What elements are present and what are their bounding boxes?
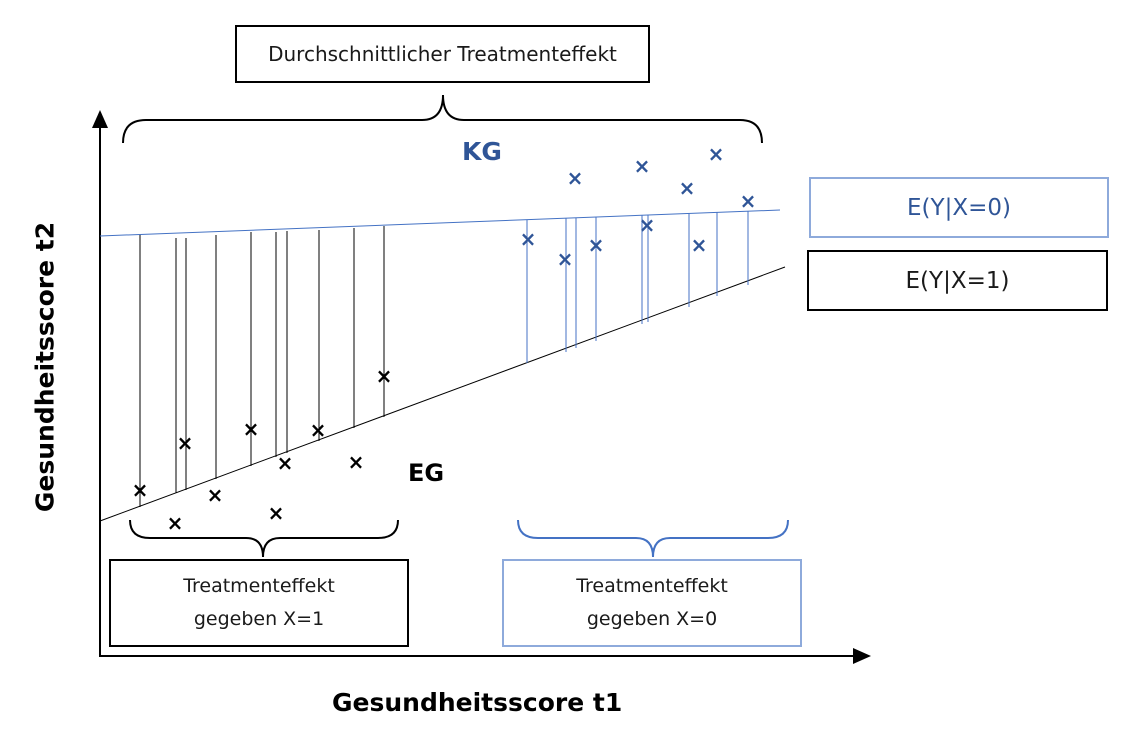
kg-marker: ×: [588, 233, 605, 257]
expectation-x0-text: E(Y|X=0): [907, 194, 1011, 221]
kg-regression-line: [99, 209, 781, 237]
treatment-effect-x0-box: Treatmenteffekt gegeben X=0: [502, 559, 802, 647]
eg-marker: ×: [207, 483, 224, 507]
kg-marker: ×: [639, 213, 656, 237]
eg-marker: ×: [376, 364, 393, 388]
eg-markers: × × × × × × × × × ×: [132, 364, 393, 535]
treatment-effect-x1-line1: Treatmenteffekt: [183, 575, 335, 597]
kg-marker: ×: [740, 189, 757, 213]
kg-marker: ×: [520, 227, 537, 251]
treatment-effect-x1-line2: gegeben X=1: [193, 608, 325, 630]
expectation-x1-text: E(Y|X=1): [905, 267, 1010, 294]
ate-brace: [122, 94, 763, 144]
expectation-x0-box: E(Y|X=0): [809, 177, 1109, 238]
kg-marker: ×: [708, 142, 725, 166]
axes: [92, 110, 871, 664]
eg-marker: ×: [243, 417, 260, 441]
kg-marker: ×: [691, 233, 708, 257]
kg-marker: ×: [634, 154, 651, 178]
average-treatment-effect-box: Durchschnittlicher Treatmenteffekt: [235, 25, 650, 83]
kg-effect-segments: [526, 211, 749, 363]
eg-brace: [129, 519, 399, 558]
x-axis-arrowhead: [853, 648, 871, 664]
eg-effect-segments: [139, 226, 385, 507]
y-axis-arrowhead: [92, 110, 108, 128]
eg-marker: ×: [167, 511, 184, 535]
treatment-effect-x0-line1: Treatmenteffekt: [576, 575, 728, 597]
kg-marker: ×: [557, 247, 574, 271]
eg-marker: ×: [310, 418, 327, 442]
eg-marker: ×: [132, 478, 149, 502]
eg-label: EG: [408, 459, 445, 487]
kg-marker: ×: [567, 166, 584, 190]
eg-marker: ×: [348, 450, 365, 474]
average-treatment-effect-text: Durchschnittlicher Treatmenteffekt: [268, 42, 617, 66]
treatment-effect-x0-line2: gegeben X=0: [586, 608, 718, 630]
kg-marker: ×: [679, 176, 696, 200]
kg-label: KG: [462, 137, 502, 166]
kg-markers: × × × × × × × × × ×: [520, 142, 757, 271]
y-axis-label: Gesundheitsscore t2: [30, 221, 60, 513]
kg-brace: [517, 519, 789, 558]
eg-marker: ×: [277, 451, 294, 475]
eg-marker: ×: [177, 431, 194, 455]
eg-regression-line: [99, 266, 786, 522]
treatment-effect-x1-box: Treatmenteffekt gegeben X=1: [109, 559, 409, 647]
eg-marker: ×: [268, 501, 285, 525]
expectation-x1-box: E(Y|X=1): [807, 250, 1108, 311]
x-axis-label: Gesundheitsscore t1: [332, 688, 623, 717]
